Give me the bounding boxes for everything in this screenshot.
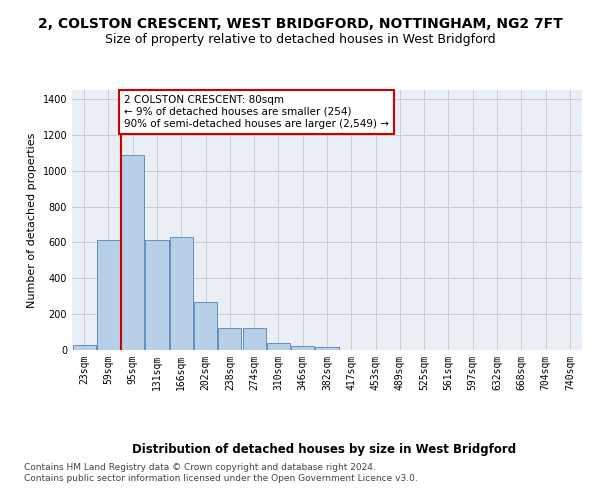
Bar (242, 328, 266, 350)
Text: Distribution of detached houses by size in West Bridgford: Distribution of detached houses by size … (132, 442, 516, 456)
Bar (316, 348, 338, 350)
Y-axis label: Number of detached properties: Number of detached properties (27, 132, 37, 308)
Bar (145, 240, 169, 350)
Bar (97, 240, 120, 350)
Bar (218, 328, 241, 350)
Bar (267, 343, 290, 350)
Bar (291, 346, 314, 350)
Bar (194, 302, 217, 350)
Text: 2, COLSTON CRESCENT, WEST BRIDGFORD, NOTTINGHAM, NG2 7FT: 2, COLSTON CRESCENT, WEST BRIDGFORD, NOT… (38, 18, 562, 32)
Text: 2 COLSTON CRESCENT: 80sqm
← 9% of detached houses are smaller (254)
90% of semi-: 2 COLSTON CRESCENT: 80sqm ← 9% of detach… (124, 96, 389, 128)
Bar (73, 344, 95, 350)
Text: Contains public sector information licensed under the Open Government Licence v3: Contains public sector information licen… (24, 474, 418, 483)
Bar (121, 156, 144, 350)
Text: Contains HM Land Registry data © Crown copyright and database right 2024.: Contains HM Land Registry data © Crown c… (24, 462, 376, 471)
Text: Size of property relative to detached houses in West Bridgford: Size of property relative to detached ho… (104, 32, 496, 46)
Bar (170, 237, 193, 350)
